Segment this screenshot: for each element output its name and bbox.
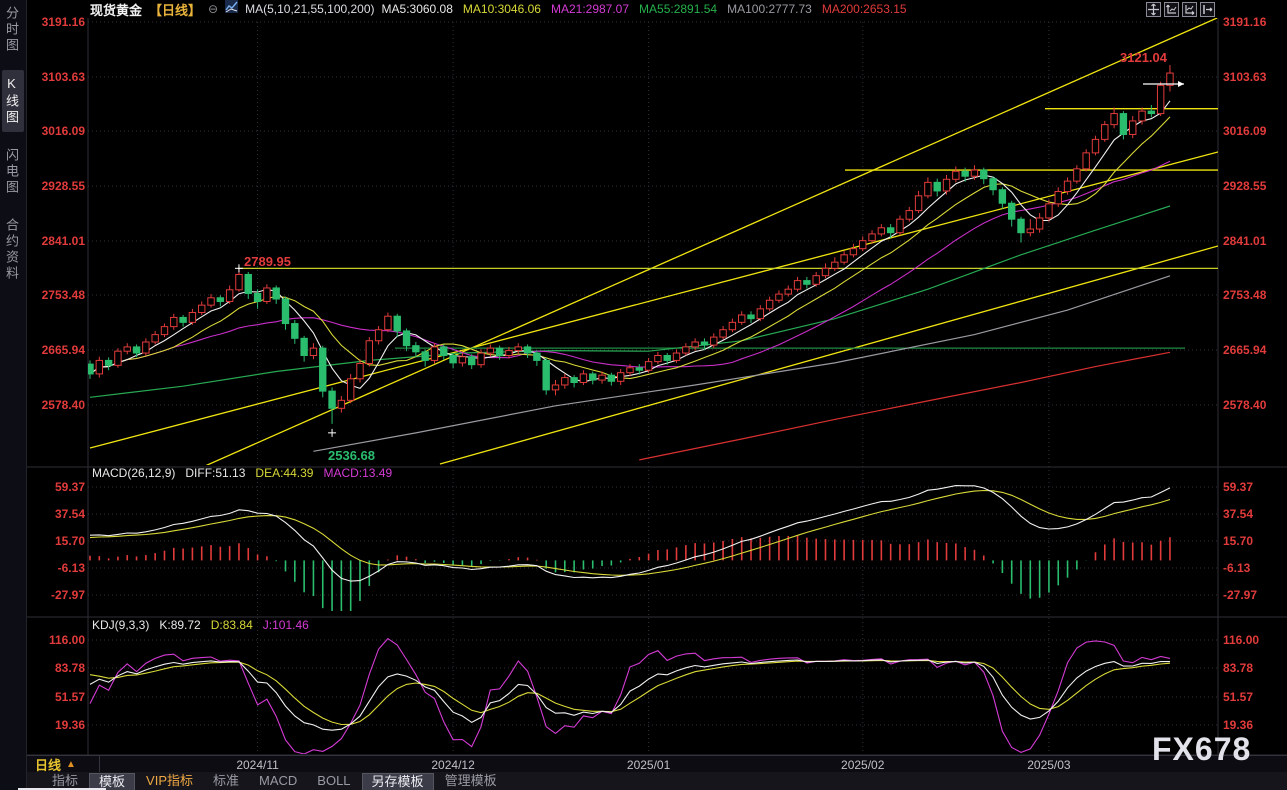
macd-value-label: DEA:44.39 [255, 466, 314, 480]
price-axis-label: 2578.40 [41, 398, 85, 412]
period-tag: 【日线】 [149, 2, 202, 18]
ma-settings-label: MA(5,10,21,55,100,200) [245, 2, 375, 16]
pan-right-icon[interactable] [1200, 2, 1215, 17]
symbol-name: 现货黄金 [90, 2, 143, 18]
bottom-tab-标准[interactable]: 标准 [213, 773, 240, 788]
macd-axis-label: -27.97 [1223, 588, 1258, 602]
bottom-tab-bar: 指标 模板 VIP指标 标准 MACD BOLL 另存模板 管理模板 [27, 772, 1287, 790]
kdj-axis-label: 19.36 [54, 718, 85, 732]
macd-values-group: DIFF:51.13 DEA:44.39 MACD:13.49 [185, 466, 392, 480]
macd-value-label: DIFF:51.13 [185, 466, 246, 480]
bottom-tab-BOLL[interactable]: BOLL [317, 773, 351, 788]
kdj-value-label: D:83.84 [210, 618, 253, 632]
price-axis-label: 2841.01 [1223, 234, 1267, 248]
kdj-values-group: K:89.72 D:83.84 J:101.46 [159, 618, 308, 632]
sidebar-tab-闪电图[interactable]: 闪电图 [4, 148, 19, 196]
price-axis-label: 2753.48 [1223, 288, 1267, 302]
macd-value-label: MACD:13.49 [323, 466, 393, 480]
macd-axis-label: -6.13 [57, 561, 85, 575]
mini-chart-icon [225, 0, 239, 18]
kdj-axis-label: 51.57 [54, 690, 85, 704]
ma-value-label: MA10:3046.06 [462, 2, 541, 16]
move-icon[interactable] [1146, 2, 1161, 17]
price-annotation: 3121.04 [1120, 50, 1167, 65]
bottom-tab-指标[interactable]: 指标 [52, 773, 79, 788]
price-annotation: 2789.95 [244, 254, 291, 269]
price-axis-label: 2665.94 [41, 343, 85, 357]
date-label: 2024/12 [431, 758, 475, 772]
bottom-tab-VIP指标[interactable]: VIP指标 [146, 773, 193, 788]
macd-axis-label: 59.37 [1223, 480, 1254, 494]
kdj-axis-label: 116.00 [48, 633, 85, 647]
collapse-icon[interactable]: ⊖ [208, 2, 219, 16]
bottom-tab-MACD[interactable]: MACD [259, 773, 298, 788]
price-axis-label: 2841.01 [41, 234, 85, 248]
price-axis-label: 3191.16 [1223, 15, 1267, 29]
price-annotation: 2536.68 [328, 448, 375, 463]
chart-type-sidebar: 分时图 K线图闪电图合约资料 [0, 0, 27, 790]
price-axis-label: 2753.48 [41, 288, 85, 302]
kdj-value-label: J:101.46 [262, 618, 309, 632]
kdj-header: KDJ(9,3,3) K:89.72 D:83.84 J:101.46 [92, 618, 309, 632]
price-axis-label: 2578.40 [1223, 398, 1267, 412]
macd-title: MACD(26,12,9) [92, 466, 176, 480]
ma-value-label: MA100:2777.73 [727, 2, 812, 16]
ma-value-label: MA55:2891.54 [639, 2, 718, 16]
price-axis-label: 2928.55 [1223, 179, 1267, 193]
kdj-axis-label: 19.36 [1223, 718, 1254, 732]
date-label: 2024/11 [236, 758, 279, 772]
kdj-title: KDJ(9,3,3) [92, 618, 150, 632]
ma-value-label: MA21:2987.07 [550, 2, 630, 16]
macd-axis-label: 37.54 [54, 507, 85, 521]
period-selector-arrow-icon: ▲ [66, 759, 76, 770]
bottom-tab-管理模板[interactable]: 管理模板 [444, 773, 497, 788]
tab-underline [18, 788, 106, 790]
ma-value-label: MA200:2653.15 [821, 2, 907, 16]
kdj-axis-label: 83.78 [1223, 661, 1254, 675]
sidebar-tab-K线图[interactable]: K线图 [2, 70, 24, 132]
price-axis-label: 3103.63 [1223, 70, 1267, 84]
watermark-logo: FX678 [1152, 731, 1252, 767]
date-axis-row: 日线 ▲ 2024/11 2024/12 2025/01 2025/02 2025/03 [27, 755, 1287, 773]
price-axis-label: 3103.63 [41, 70, 85, 84]
kdj-axis-label: 116.00 [1223, 633, 1260, 647]
price-axis-label: 2928.55 [41, 179, 85, 193]
date-label: 2025/02 [841, 758, 885, 772]
sidebar-tab-合约资料[interactable]: 合约资料 [4, 218, 19, 282]
bottom-tab-另存模板[interactable]: 另存模板 [361, 772, 434, 790]
bottom-tab-模板[interactable]: 模板 [89, 772, 136, 790]
macd-axis-label: -6.13 [1223, 561, 1251, 575]
sidebar-tab-分时图[interactable]: 分时图 [4, 6, 19, 54]
macd-axis-label: 59.37 [54, 480, 85, 494]
kdj-axis-label: 83.78 [54, 661, 85, 675]
price-axis-label: 3191.16 [41, 15, 85, 29]
date-label: 2025/03 [1027, 758, 1071, 772]
macd-axis-label: 15.70 [54, 534, 85, 548]
price-axis-label: 3016.09 [41, 124, 85, 138]
period-selector[interactable]: 日线 ▲ [27, 756, 100, 773]
ma-values-group: MA5:3060.08 MA10:3046.06 MA21:2987.07 MA55:… [382, 2, 907, 16]
ma-value-label: MA5:3060.08 [381, 2, 453, 16]
kdj-value-label: K:89.72 [159, 618, 201, 632]
macd-header: MACD(26,12,9) DIFF:51.13 DEA:44.39 MACD:13… [92, 466, 392, 480]
chart-header: 现货黄金 【日线】 ⊖ MA(5,10,21,55,100,200) MA5:306… [90, 0, 907, 18]
axis-scale-up-icon[interactable] [1164, 2, 1179, 17]
chart-toolbar [1146, 2, 1215, 17]
axis-scale-right-icon[interactable] [1182, 2, 1197, 17]
macd-axis-label: 37.54 [1223, 507, 1254, 521]
period-selector-label: 日线 [35, 758, 62, 773]
macd-axis-label: -27.97 [50, 588, 85, 602]
kdj-axis-label: 51.57 [1223, 690, 1254, 704]
macd-axis-label: 15.70 [1223, 534, 1254, 548]
date-label: 2025/01 [626, 758, 671, 772]
price-axis-label: 3016.09 [1223, 124, 1267, 138]
price-axis-label: 2665.94 [1223, 343, 1267, 357]
